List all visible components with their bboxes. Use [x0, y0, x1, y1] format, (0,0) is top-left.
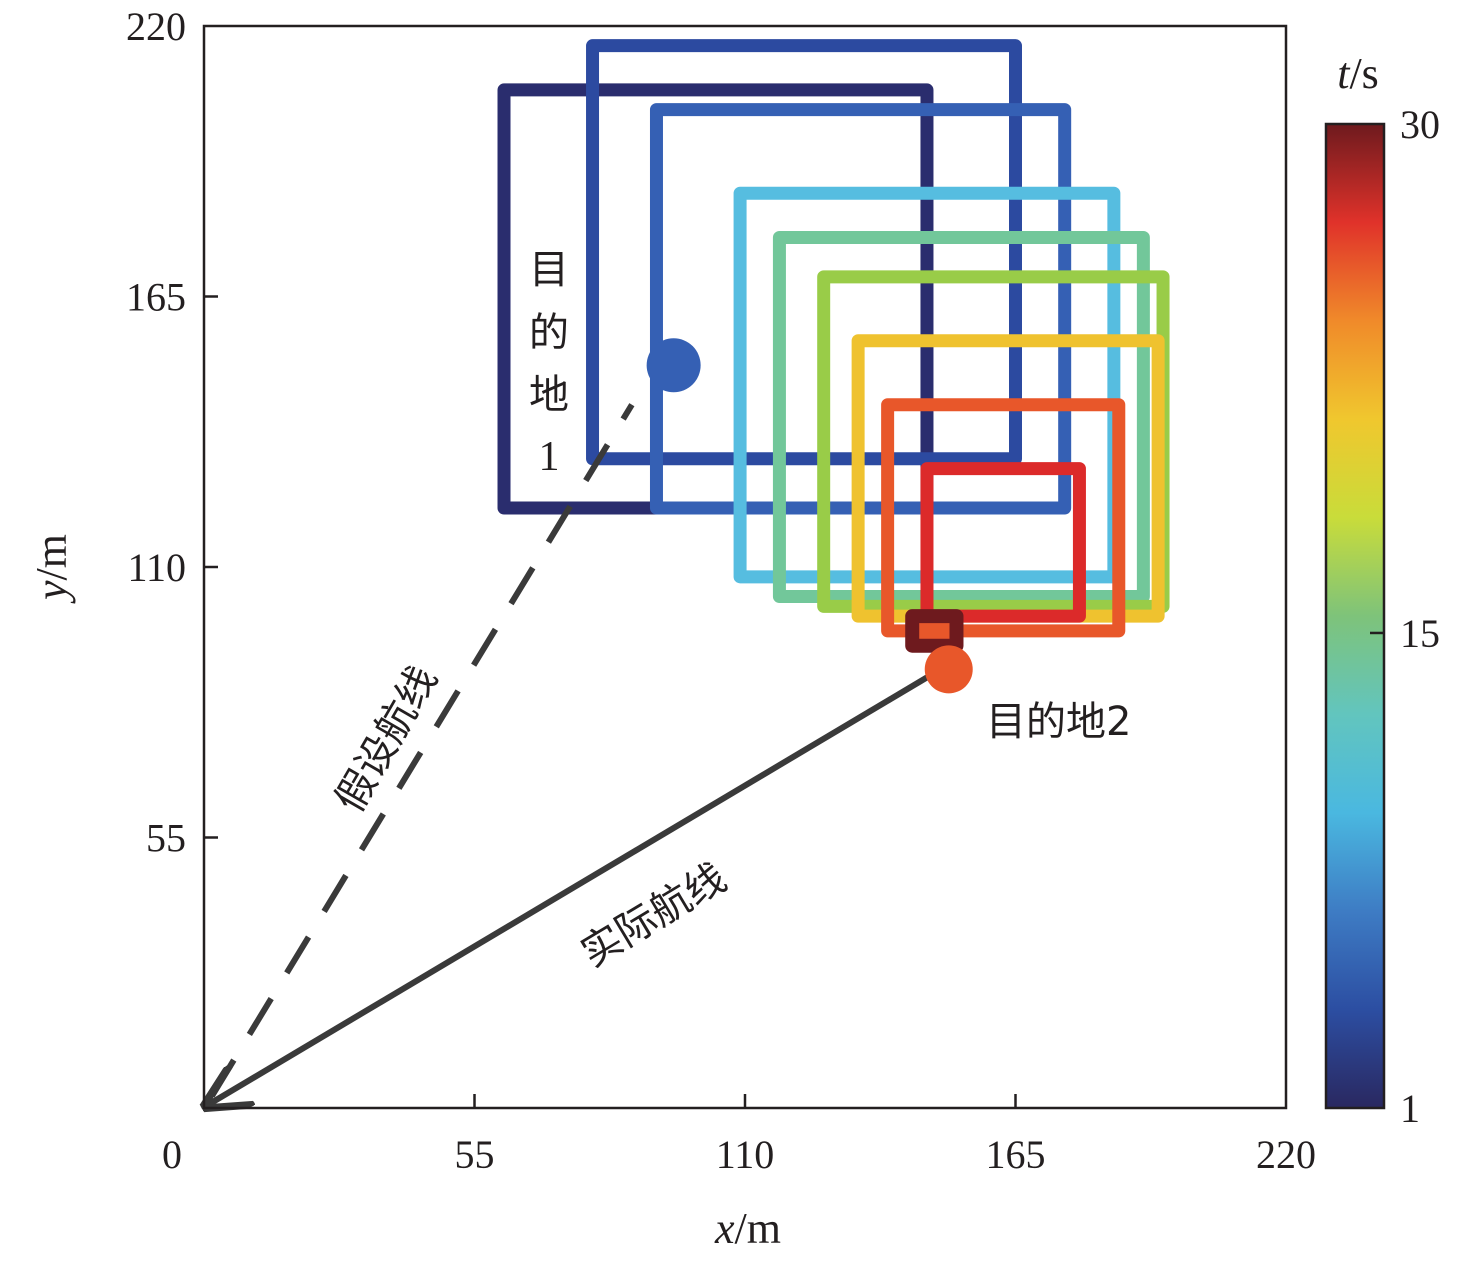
- colorbar: [1324, 122, 1386, 1110]
- time-box: [586, 39, 1022, 466]
- assumed-route-line: [209, 403, 635, 1098]
- boxes-layer: [497, 39, 1170, 653]
- destination-2-marker: [924, 645, 973, 694]
- y-axis-unit: /m: [27, 534, 76, 580]
- assumed-route-label: 假设航线: [327, 658, 447, 820]
- colorbar-label: t/s: [1337, 49, 1379, 98]
- x-tick-label: 55: [455, 1132, 495, 1177]
- colorbar-tick-label: 15: [1400, 611, 1440, 656]
- destination-1-char: 的: [529, 310, 569, 356]
- destination-1-marker: [646, 338, 701, 393]
- y-tick-label: 55: [146, 816, 186, 861]
- destination-1-label: 目 的 地 1: [529, 247, 569, 480]
- destination-2-label: 目的地2: [986, 699, 1131, 745]
- colorbar-ticks: 1 15 30: [1370, 102, 1440, 1131]
- colorbar-tick-label: 30: [1400, 102, 1440, 147]
- x-axis-var: x: [714, 1204, 735, 1253]
- x-tick-label: 110: [716, 1132, 775, 1177]
- y-axis-var: y: [27, 580, 76, 604]
- actual-route-line: [206, 670, 936, 1106]
- time-box: [920, 462, 1086, 623]
- x-axis-unit: /m: [735, 1204, 781, 1253]
- y-axis: 55 110 165 220: [126, 4, 218, 861]
- y-tick-label: 220: [126, 4, 186, 49]
- colorbar-unit: /s: [1349, 49, 1378, 98]
- y-tick-label: 110: [127, 545, 186, 590]
- x-axis: 0 55 110 165 220: [162, 1094, 1316, 1177]
- time-box: [772, 230, 1150, 604]
- y-axis-label: y/m: [27, 534, 76, 604]
- destination-1-char: 1: [539, 434, 560, 480]
- colorbar-tick-label: 1: [1400, 1086, 1420, 1131]
- destination-1-char: 目: [529, 247, 569, 293]
- x-tick-label: 165: [986, 1132, 1046, 1177]
- x-tick-label: 220: [1256, 1132, 1316, 1177]
- time-box: [905, 609, 964, 653]
- colorbar-var: t: [1337, 49, 1351, 98]
- x-axis-label: x/m: [714, 1204, 781, 1253]
- y-tick-label: 165: [126, 275, 186, 320]
- time-box: [881, 398, 1126, 638]
- x-tick-label: 0: [162, 1132, 182, 1177]
- destination-1-char: 地: [529, 372, 569, 418]
